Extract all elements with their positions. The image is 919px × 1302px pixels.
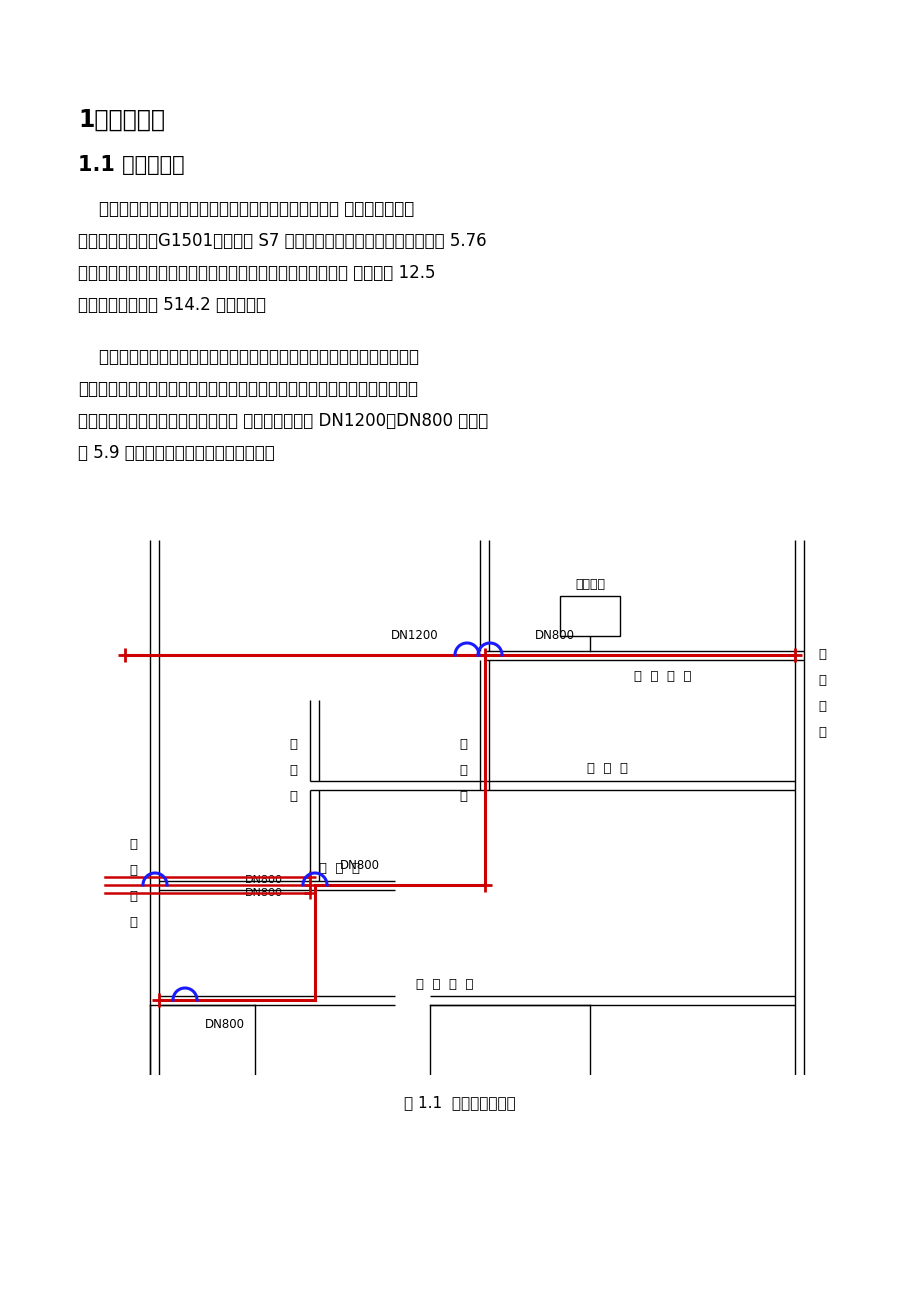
Text: 新  川  沙  路: 新 川 沙 路 — [633, 671, 690, 684]
Text: 万，规划建筑面积 514.2 万平方米。: 万，规划建筑面积 514.2 万平方米。 — [78, 296, 266, 314]
Text: 罗泾水厂: 罗泾水厂 — [574, 578, 605, 591]
Text: DN800: DN800 — [244, 888, 283, 898]
Text: 路: 路 — [817, 727, 825, 740]
Text: 沪: 沪 — [129, 838, 137, 852]
Text: 美罗家园位于宝山罗店镇西部、紧邻嘉定区，社区范围 东至沪太路、南: 美罗家园位于宝山罗店镇西部、紧邻嘉定区，社区范围 东至沪太路、南 — [78, 201, 414, 217]
Text: DN800: DN800 — [340, 859, 380, 872]
Text: 抚: 抚 — [289, 738, 297, 751]
Text: 泾: 泾 — [459, 764, 467, 777]
Text: 建设罗店水库增压泵站、罗店服务站点及铺设配套输水管线是为了配合美: 建设罗店水库增压泵站、罗店服务站点及铺设配套输水管线是为了配合美 — [78, 348, 418, 366]
Bar — [560, 595, 619, 635]
Text: 服务设施。本工程为配套输水管线。 本工程近期铺设 DN1200～DN800 输水管: 服务设施。本工程为配套输水管线。 本工程近期铺设 DN1200～DN800 输水… — [78, 411, 488, 430]
Text: 1、工程概况: 1、工程概况 — [78, 108, 165, 132]
Text: 至上海绕城高速（G1501）、西至 S7 公路、北至月罗公路，总用地面积约 5.76: 至上海绕城高速（G1501）、西至 S7 公路、北至月罗公路，总用地面积约 5.… — [78, 232, 486, 250]
Text: 路: 路 — [289, 790, 297, 803]
Text: 路: 路 — [459, 790, 467, 803]
Text: 平方公里。美罗家园是上海市新一轮规划大型居住社区之一， 规划人口 12.5: 平方公里。美罗家园是上海市新一轮规划大型居住社区之一， 规划人口 12.5 — [78, 264, 435, 283]
Text: DN800: DN800 — [244, 875, 283, 885]
Text: DN800: DN800 — [535, 629, 574, 642]
Text: DN1200: DN1200 — [391, 629, 438, 642]
Text: 线 5.9 公里。工程平面示意图如下所示：: 线 5.9 公里。工程平面示意图如下所示： — [78, 444, 275, 462]
Text: 远: 远 — [289, 764, 297, 777]
Text: 川: 川 — [817, 674, 825, 687]
Text: 罗  新  路: 罗 新 路 — [586, 763, 628, 776]
Text: 路: 路 — [129, 917, 137, 930]
Text: 公: 公 — [129, 891, 137, 904]
Text: 公: 公 — [817, 700, 825, 713]
Text: 1.1 工程总概述: 1.1 工程总概述 — [78, 155, 185, 174]
Text: 罗家园的开发建设，确保基地及周边地区的供水需求，方便用户，完善供水及: 罗家园的开发建设，确保基地及周边地区的供水需求，方便用户，完善供水及 — [78, 380, 417, 398]
Text: 蕉: 蕉 — [817, 648, 825, 661]
Text: 月  罗  公  路: 月 罗 公 路 — [415, 978, 473, 991]
Text: 潘: 潘 — [459, 738, 467, 751]
Text: DN800: DN800 — [205, 1018, 244, 1031]
Text: 太: 太 — [129, 865, 137, 878]
Text: 图 1.1  工程平面示意图: 图 1.1 工程平面示意图 — [403, 1095, 516, 1111]
Text: 苗  圃  路: 苗 圃 路 — [319, 862, 360, 875]
